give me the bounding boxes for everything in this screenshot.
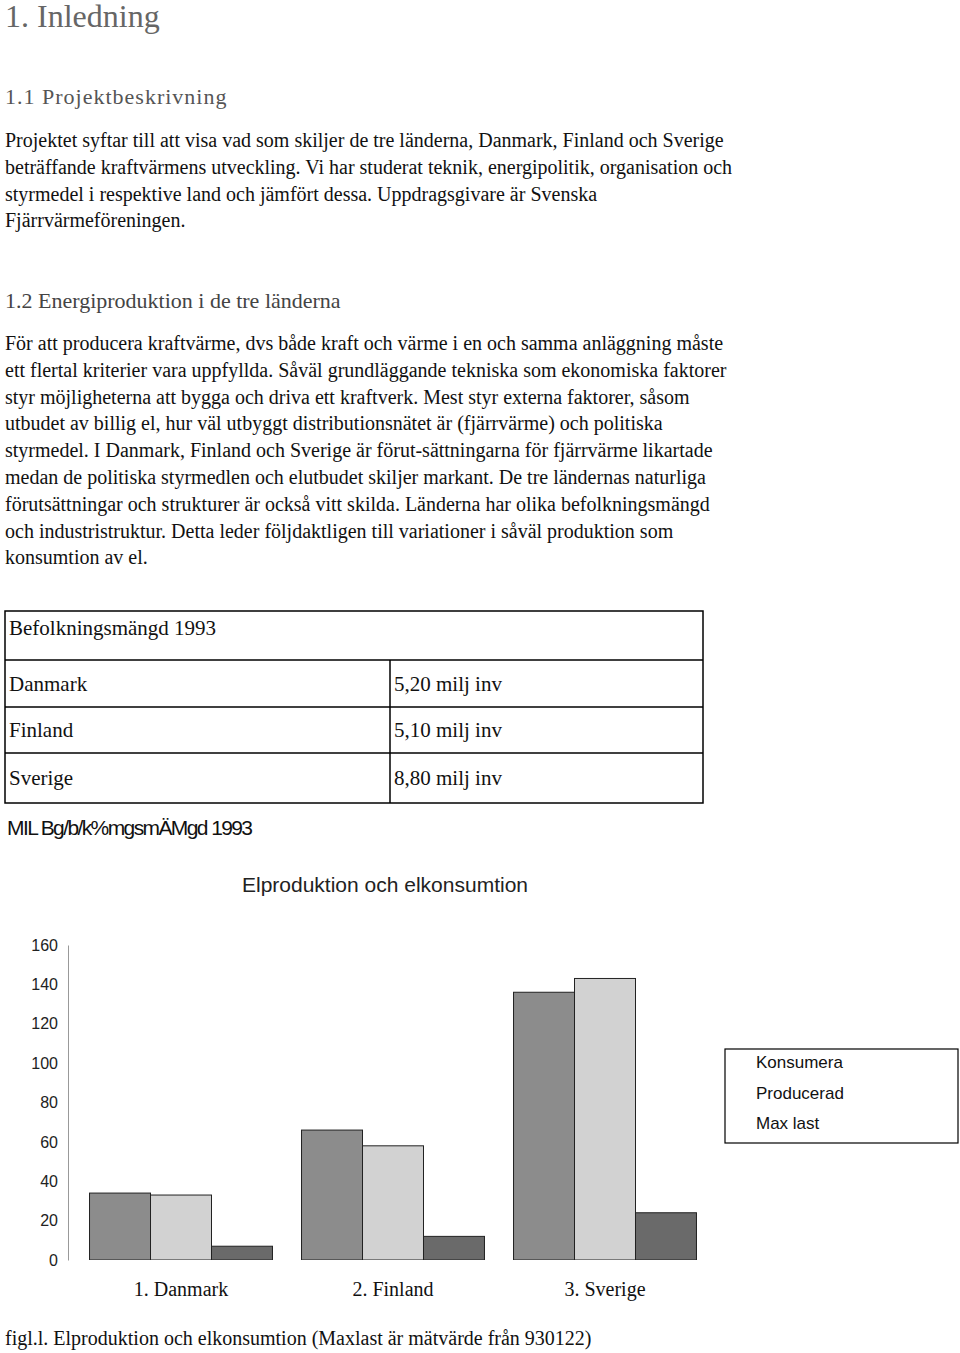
bar (90, 1193, 151, 1260)
y-tick-label: 140 (31, 976, 58, 993)
paragraph-line: styr möjligheterna att bygga och driva e… (5, 386, 690, 409)
paragraph-line: Fjärrvärmeföreningen. (5, 209, 185, 232)
y-tick-label: 0 (49, 1252, 58, 1269)
x-tick-label: 3. Sverige (564, 1278, 645, 1301)
table-row-line (5, 659, 703, 661)
bar (423, 1236, 484, 1260)
figure-caption: figl.l. Elproduktion och elkonsumtion (M… (5, 1327, 592, 1350)
y-tick: 120 (31, 1015, 68, 1032)
table-caption: MIL Bg/b/k%mgsmÄMgd 1993 (7, 816, 252, 839)
paragraph-line: styrmedel i respektive land och jämfört … (5, 183, 597, 206)
legend-entry: Producerad (756, 1084, 844, 1103)
bar (363, 1146, 424, 1260)
bars (90, 978, 697, 1260)
paragraph-line: utbudet av billig el, hur väl utbyggt di… (5, 412, 663, 435)
paragraph-line: och industristruktur. Detta leder följda… (5, 520, 674, 543)
table-col-line (389, 660, 391, 803)
table-row-line (5, 706, 703, 708)
legend-box (725, 1049, 958, 1143)
paragraph-line: förutsättningar och strukturer är också … (5, 493, 710, 516)
table-border (5, 611, 703, 803)
section-title: 1.2 Energiproduktion i de tre länderna (5, 288, 341, 313)
paragraph-line: ett flertal kriterier vara uppfyllda. Så… (5, 359, 727, 382)
population-table: Befolkningsmängd 1993 Danmark 5,20 milj in… (5, 611, 703, 803)
y-tick: 160 (31, 937, 68, 954)
legend-entry: Konsumera (756, 1053, 843, 1072)
bar (514, 992, 575, 1260)
y-tick-label: 160 (31, 937, 58, 954)
paragraph-line: medan de politiska styrmedlen och elutbu… (5, 466, 706, 489)
y-tick: 40 (40, 1173, 68, 1190)
y-axis: 0 20 40 60 80 100 120 140 160 (31, 937, 68, 1269)
y-tick-label: 40 (40, 1173, 58, 1190)
paragraph-line: Projektet syftar till att visa vad som s… (5, 129, 724, 152)
table-cell: Finland (9, 718, 74, 742)
x-tick-label: 1. Danmark (134, 1278, 228, 1300)
paragraph-line: styrmedel. I Danmark, Finland och Sverig… (5, 439, 713, 462)
paragraph-line: För att producera kraftvärme, dvs både k… (5, 332, 723, 355)
bar (151, 1195, 212, 1260)
y-tick: 140 (31, 976, 68, 993)
chart-title: Elproduktion och elkonsumtion (242, 873, 528, 896)
y-tick-label: 20 (40, 1212, 58, 1229)
x-axis: 1. Danmark 2. Finland 3. Sverige (134, 1278, 646, 1301)
x-tick: 3. Sverige (564, 1278, 645, 1301)
y-tick: 20 (40, 1212, 68, 1229)
heading: 1. Inledning (5, 0, 160, 34)
chart: Elproduktion och elkonsumtion 0 20 40 60 80 10… (31, 873, 958, 1301)
bar (575, 978, 636, 1260)
table-cell: 5,20 milj inv (394, 672, 502, 696)
legend-entry: Max last (756, 1114, 820, 1133)
y-tick-label: 100 (31, 1055, 58, 1072)
bar (302, 1130, 363, 1260)
paragraph-line: beträffande kraftvärmens utveckling. Vi … (5, 156, 732, 179)
x-tick: 1. Danmark (134, 1278, 228, 1300)
section-title: 1.1 Projektbeskrivning (5, 84, 227, 109)
y-tick: 60 (40, 1133, 68, 1150)
y-tick-label: 60 (40, 1133, 58, 1150)
x-tick-label: 2. Finland (352, 1278, 433, 1300)
table-cell: Danmark (9, 672, 88, 696)
table-header: Befolkningsmängd 1993 (9, 616, 216, 640)
y-tick: 0 (49, 1252, 68, 1269)
table-cell: Sverige (9, 766, 73, 790)
bar (211, 1246, 272, 1260)
y-tick: 100 (31, 1055, 68, 1072)
table-cell: 5,10 milj inv (394, 718, 502, 742)
y-tick-label: 120 (31, 1015, 58, 1032)
y-axis-line (68, 946, 69, 1261)
table-row-line (5, 752, 703, 754)
paragraph-line: konsumtion av el. (5, 546, 148, 568)
y-tick-label: 80 (40, 1094, 58, 1111)
legend: Konsumera Producerad Max last (725, 1049, 958, 1143)
table-cell: 8,80 milj inv (394, 766, 502, 790)
page: 1. Inledning 1.1 Projektbeskrivning Projek… (0, 0, 960, 1353)
bar (635, 1213, 696, 1260)
x-tick: 2. Finland (352, 1278, 433, 1300)
y-tick: 80 (40, 1094, 68, 1111)
